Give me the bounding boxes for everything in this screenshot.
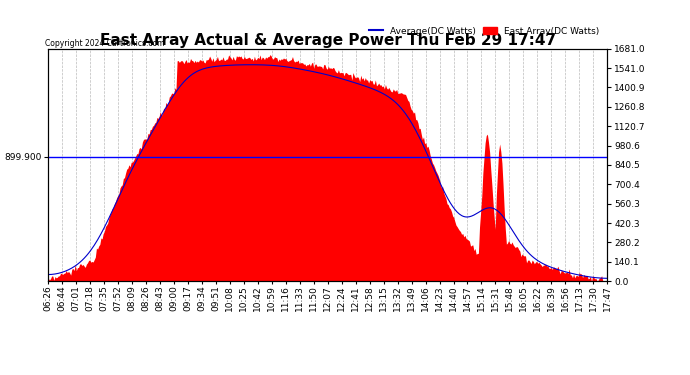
Text: Copyright 2024 Cartronics.com: Copyright 2024 Cartronics.com — [45, 39, 164, 48]
Legend: Average(DC Watts), East Array(DC Watts): Average(DC Watts), East Array(DC Watts) — [366, 23, 602, 39]
Title: East Array Actual & Average Power Thu Feb 29 17:47: East Array Actual & Average Power Thu Fe… — [99, 33, 556, 48]
